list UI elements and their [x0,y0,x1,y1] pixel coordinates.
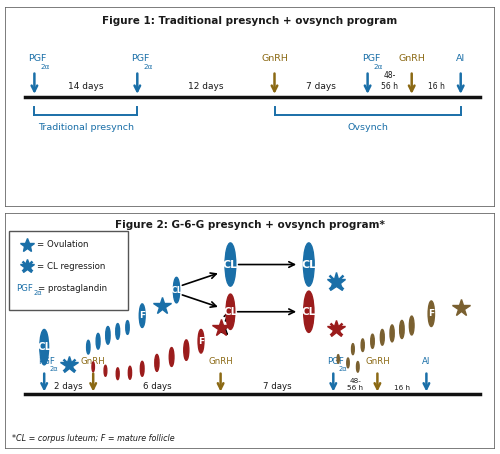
Text: GnRH: GnRH [365,357,390,366]
Text: 14 days: 14 days [68,82,104,91]
Text: 7 days: 7 days [306,82,336,91]
Text: 48-
56 h: 48- 56 h [348,379,364,391]
Text: GnRH: GnRH [81,357,106,366]
Text: 2α: 2α [338,366,347,372]
Circle shape [380,330,384,345]
Circle shape [174,277,180,303]
Text: CL: CL [170,286,182,295]
Circle shape [169,348,174,366]
Text: PGF: PGF [362,54,380,63]
FancyBboxPatch shape [5,213,495,449]
FancyBboxPatch shape [10,231,128,310]
Text: F: F [139,311,145,320]
Text: PGF: PGF [16,284,32,293]
Text: *CL = corpus luteum; F = mature follicle: *CL = corpus luteum; F = mature follicle [12,434,175,443]
Circle shape [352,344,354,355]
Text: CL: CL [301,260,316,270]
Circle shape [226,294,235,330]
Text: PGF: PGF [132,54,150,63]
Circle shape [155,355,159,371]
Circle shape [116,324,119,339]
Text: 2α: 2α [50,366,58,372]
Circle shape [92,362,94,372]
Circle shape [140,361,144,376]
Text: 2α: 2α [374,64,383,70]
Circle shape [140,304,145,327]
Circle shape [356,361,359,372]
Circle shape [128,366,132,379]
Text: AI: AI [456,54,466,63]
Text: 6 days: 6 days [142,382,171,391]
Text: 12 days: 12 days [188,82,224,91]
Circle shape [40,330,48,365]
Text: 7 days: 7 days [262,382,292,391]
Text: 2α: 2α [143,64,152,70]
Circle shape [370,334,374,348]
Text: PGF: PGF [328,357,344,366]
Circle shape [96,333,100,349]
Text: Traditional presynch: Traditional presynch [38,123,134,132]
Circle shape [390,325,394,342]
Text: GnRH: GnRH [261,54,288,63]
Circle shape [400,321,404,339]
Text: 2α: 2α [34,290,42,296]
Circle shape [86,340,90,354]
Circle shape [126,321,129,334]
Circle shape [337,355,340,363]
Circle shape [184,340,189,360]
Circle shape [304,291,314,332]
Circle shape [361,339,364,351]
FancyBboxPatch shape [5,7,495,207]
Text: GnRH: GnRH [398,54,425,63]
Text: = prostaglandin: = prostaglandin [38,284,108,293]
Text: 2 days: 2 days [54,382,83,391]
Circle shape [410,316,414,335]
Text: PGF: PGF [38,357,55,366]
Text: Figure 2: G-6-G presynch + ovsynch program*: Figure 2: G-6-G presynch + ovsynch progr… [115,220,385,230]
Text: GnRH: GnRH [208,357,233,366]
Circle shape [198,330,204,353]
Text: CL: CL [37,342,52,352]
Circle shape [304,243,314,286]
Circle shape [347,358,349,368]
Text: 48-
56 h: 48- 56 h [381,71,398,91]
Circle shape [106,326,110,344]
Text: = CL regression: = CL regression [37,262,105,271]
Circle shape [104,365,107,376]
Text: AI: AI [422,357,430,366]
Text: CL: CL [224,307,237,317]
Circle shape [428,301,434,326]
Text: PGF: PGF [28,54,47,63]
Text: F: F [198,337,204,346]
Circle shape [225,243,236,286]
Text: CL: CL [223,260,238,270]
Text: CL: CL [302,307,316,317]
Text: 16 h: 16 h [394,385,410,391]
Text: = Ovulation: = Ovulation [37,240,88,249]
Text: Figure 1: Traditional presynch + ovsynch program: Figure 1: Traditional presynch + ovsynch… [102,16,398,26]
Text: Ovsynch: Ovsynch [347,123,388,132]
Text: 2α: 2α [40,64,50,70]
Circle shape [116,368,119,380]
Text: F: F [428,309,434,318]
Text: 16 h: 16 h [428,82,444,91]
